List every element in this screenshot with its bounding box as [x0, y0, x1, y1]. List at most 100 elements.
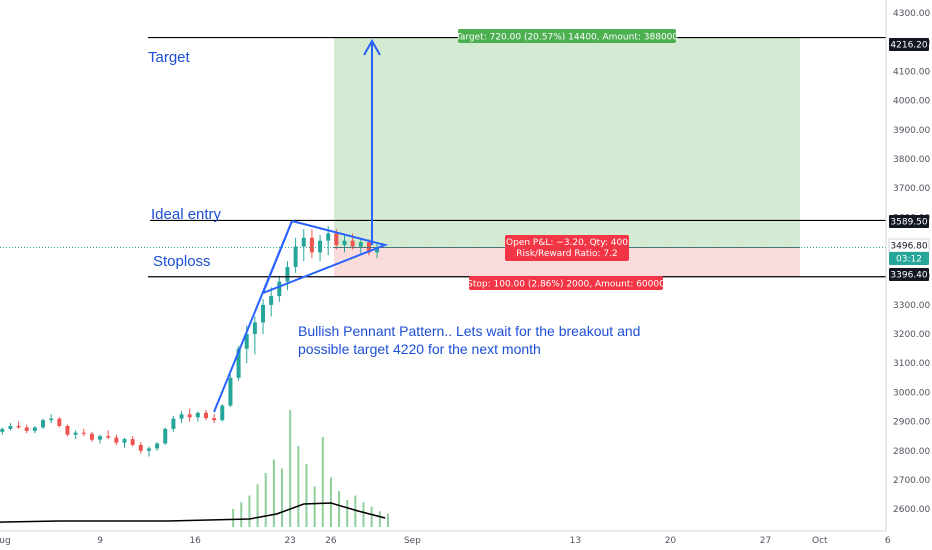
volume-bar [305, 464, 308, 527]
target-annotation: Target [148, 49, 191, 66]
price-tick-label: 4100.00 [893, 67, 930, 77]
stop-price-label: 3396.40 [889, 268, 929, 281]
volume-bar [289, 410, 292, 527]
time-tick-label: 6 [885, 536, 891, 546]
volume-bar [338, 491, 341, 527]
price-tick-label: 2800.00 [893, 447, 930, 457]
price-tick-label: 3900.00 [893, 126, 930, 136]
time-tick-label: Sep [404, 536, 421, 546]
volume-bar [240, 502, 243, 527]
profit-zone [334, 37, 800, 248]
candle [98, 434, 103, 444]
note-line-1: Bullish Pennant Pattern.. Lets wait for … [298, 323, 640, 339]
price-tick-label: 2700.00 [893, 476, 930, 486]
volume-bar [272, 459, 275, 527]
svg-text:Open P&L: −3.20, Qty: 400: Open P&L: −3.20, Qty: 400 [506, 238, 628, 248]
candle [163, 427, 168, 445]
time-tick-label: Oct [812, 536, 828, 546]
volume-bar [354, 495, 357, 527]
candle [375, 243, 380, 259]
candle [285, 261, 290, 291]
price-tick-label: 4300.00 [893, 9, 930, 19]
svg-text:03:12: 03:12 [896, 255, 922, 265]
volume-bar [386, 513, 389, 527]
candle [179, 411, 184, 424]
stop-info-box: Stop: 100.00 (2.86%) 2000, Amount: 60000 [467, 276, 665, 290]
svg-text:Risk/Reward Ratio: 7.2: Risk/Reward Ratio: 7.2 [516, 249, 617, 259]
candle [106, 430, 111, 440]
price-tick-label: 3800.00 [893, 155, 930, 165]
volume-bar [321, 437, 324, 527]
volume-bar [362, 502, 365, 527]
price-tick-label: 2600.00 [893, 505, 930, 515]
time-tick-label: 13 [570, 536, 581, 546]
countdown-label: 03:12 [889, 252, 929, 265]
candle [89, 431, 94, 443]
candle [261, 299, 266, 335]
candle [8, 423, 13, 431]
candle [122, 437, 127, 448]
time-axis[interactable]: ug 9 16 23 26 Sep 13 20 27 Oct 6 [0, 536, 891, 546]
stoploss-annotation: Stoploss [153, 253, 211, 270]
svg-text:4216.20: 4216.20 [890, 41, 927, 51]
target-info-box: Target: 720.00 (20.57%) 14400, Amount: 3… [455, 29, 678, 43]
candle [81, 428, 86, 437]
svg-text:3589.50: 3589.50 [890, 218, 927, 228]
candle [0, 427, 5, 435]
entry-price-label: 3589.50 [889, 215, 929, 228]
time-tick-label: 9 [97, 536, 103, 546]
candle [301, 229, 306, 262]
volume-moving-average [0, 502, 386, 523]
price-tick-label: 3300.00 [893, 301, 930, 311]
candle [252, 316, 257, 355]
volume-bar [281, 468, 284, 527]
pnl-info-box: Open P&L: −3.20, Qty: 400 Risk/Reward Ra… [505, 235, 629, 261]
volume-bar [248, 495, 251, 527]
time-tick-label: 16 [189, 536, 201, 546]
candle [269, 287, 274, 317]
volume-bar [370, 506, 373, 527]
time-tick-label: ug [0, 536, 11, 546]
candle [114, 434, 119, 445]
price-tick-label: 3100.00 [893, 359, 930, 369]
candle [24, 424, 29, 434]
candle [146, 446, 151, 457]
price-tick-label: 3700.00 [893, 184, 930, 194]
volume-bar [346, 500, 349, 527]
candle [57, 417, 62, 428]
candle [293, 237, 298, 273]
candles-layer [0, 226, 380, 457]
target-arrow-head [363, 38, 381, 56]
last-price-label: 3496.80 [888, 238, 930, 253]
candle [228, 374, 233, 408]
price-tick-label: 2900.00 [893, 418, 930, 428]
time-tick-label: 20 [665, 536, 677, 546]
candle [342, 234, 347, 253]
price-tick-label: 3200.00 [893, 330, 930, 340]
candle [41, 418, 46, 429]
pennant-triangle[interactable] [261, 220, 389, 295]
candle [203, 409, 208, 421]
price-tick-label: 4000.00 [893, 97, 930, 107]
volume-bar [256, 484, 259, 527]
candle [220, 404, 225, 422]
time-tick-label: 23 [284, 536, 295, 546]
candle [309, 229, 314, 259]
candle [195, 411, 200, 422]
candle [130, 436, 135, 447]
time-tick-label: 27 [760, 536, 771, 546]
price-tick-label: 3000.00 [893, 388, 930, 398]
candle [16, 421, 21, 429]
candle [358, 237, 363, 254]
candle [155, 442, 160, 451]
volume-layer [232, 410, 389, 527]
candle [138, 442, 143, 454]
candle [49, 414, 54, 424]
volume-bar [232, 509, 235, 527]
candle [318, 234, 323, 262]
volume-bar [297, 446, 300, 527]
candle [32, 425, 37, 434]
note-line-2: possible target 4220 for the next month [298, 341, 541, 357]
candle [277, 275, 282, 302]
